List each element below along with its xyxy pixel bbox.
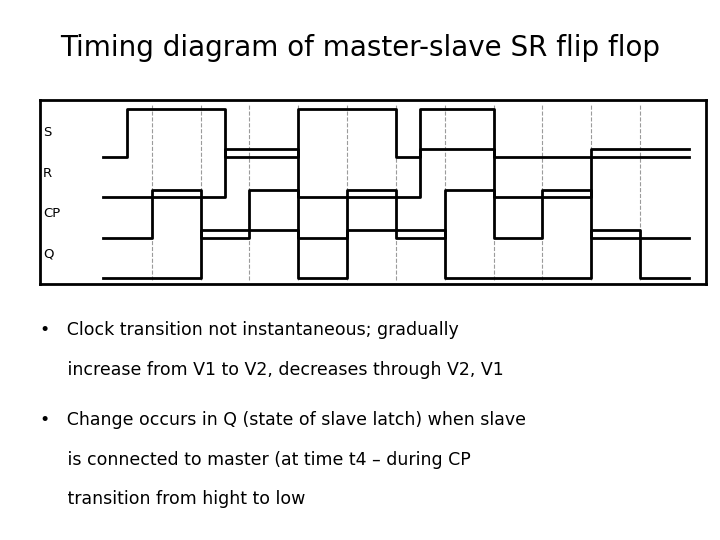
Text: •   Clock transition not instantaneous; gradually: • Clock transition not instantaneous; gr… <box>40 321 459 340</box>
Text: increase from V1 to V2, decreases through V2, V1: increase from V1 to V2, decreases throug… <box>40 361 503 379</box>
Text: R: R <box>43 167 52 180</box>
Text: Q: Q <box>43 248 53 261</box>
Text: Timing diagram of master-slave SR flip flop: Timing diagram of master-slave SR flip f… <box>60 33 660 62</box>
Text: CP: CP <box>43 207 60 220</box>
Text: is connected to master (at time t4 – during CP: is connected to master (at time t4 – dur… <box>40 450 470 469</box>
Text: S: S <box>43 126 51 139</box>
Text: transition from hight to low: transition from hight to low <box>40 490 305 508</box>
Text: •   Change occurs in Q (state of slave latch) when slave: • Change occurs in Q (state of slave lat… <box>40 411 526 429</box>
